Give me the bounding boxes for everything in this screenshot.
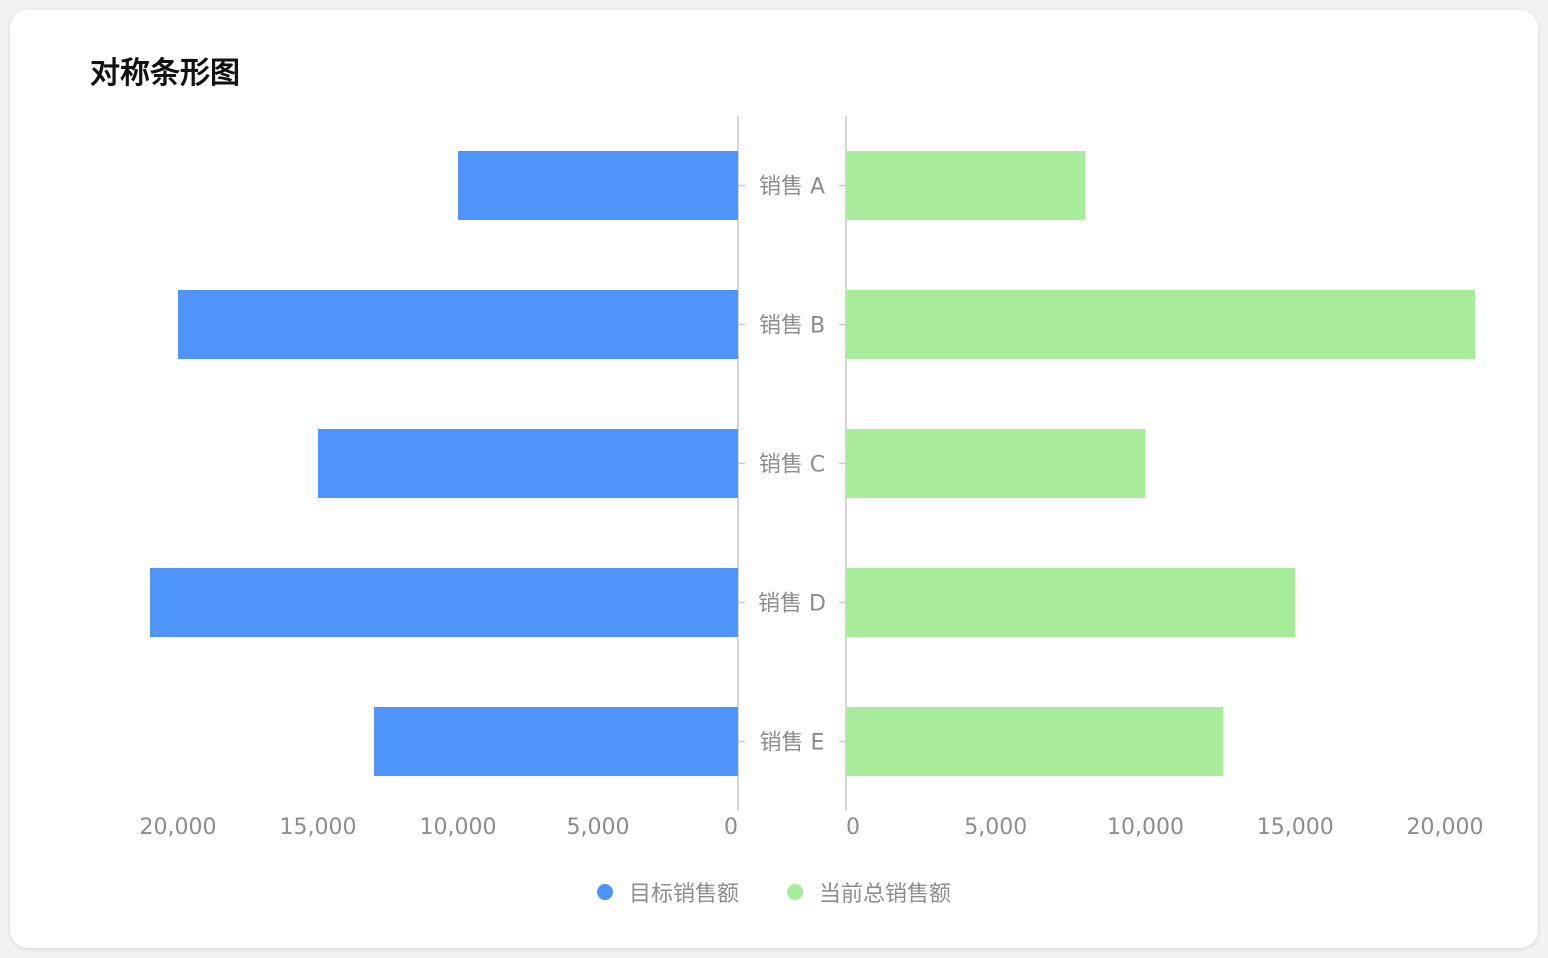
legend-marker-current bbox=[787, 884, 803, 900]
right-tick-label: 15,000 bbox=[1257, 815, 1334, 840]
category-label: 销售 D bbox=[758, 592, 826, 617]
left-tick-label: 5,000 bbox=[567, 815, 630, 840]
bar-target-4 bbox=[150, 568, 738, 637]
bar-current-3 bbox=[846, 429, 1146, 498]
category-label: 销售 C bbox=[759, 453, 825, 478]
right-tick-label: 20,000 bbox=[1407, 815, 1484, 840]
category-label: 销售 A bbox=[759, 175, 825, 200]
butterfly-bar-chart: 销售 A 销售 B 销售 C 销售 D 销售 E 0 0 5,000 5,000 10,000 10… bbox=[140, 116, 1484, 840]
category-label: 销售 E bbox=[760, 731, 825, 756]
bar-target-2 bbox=[178, 290, 738, 359]
bar-current-2 bbox=[846, 290, 1475, 359]
legend-item-current[interactable]: 当前总销售额 bbox=[787, 876, 951, 908]
right-tick-label: 5,000 bbox=[964, 815, 1027, 840]
chart-legend: 目标销售额 当前总销售额 bbox=[10, 876, 1538, 908]
left-tick-label: 15,000 bbox=[280, 815, 357, 840]
bar-target-5 bbox=[374, 707, 738, 776]
bar-current-4 bbox=[846, 568, 1296, 637]
chart-title: 对称条形图 bbox=[90, 56, 240, 91]
bar-target-3 bbox=[318, 429, 738, 498]
legend-label-current: 当前总销售额 bbox=[819, 882, 952, 907]
legend-label-target: 目标销售额 bbox=[628, 882, 739, 907]
bar-target-1 bbox=[458, 151, 738, 220]
bar-current-5 bbox=[846, 707, 1224, 776]
left-tick-label: 0 bbox=[724, 815, 738, 840]
legend-marker-target bbox=[596, 884, 613, 900]
chart-card: 对称条形图 销售 A 销售 B 销售 C 销售 D 销售 E 0 0 5,000 5,000 10… bbox=[10, 10, 1538, 948]
right-tick-label: 0 bbox=[846, 815, 860, 840]
left-tick-label: 10,000 bbox=[420, 815, 497, 840]
bar-current-1 bbox=[846, 151, 1086, 220]
right-tick-label: 10,000 bbox=[1107, 815, 1184, 840]
legend-item-target[interactable]: 目标销售额 bbox=[596, 876, 739, 908]
category-label: 销售 B bbox=[759, 314, 825, 339]
left-tick-label: 20,000 bbox=[140, 815, 217, 840]
